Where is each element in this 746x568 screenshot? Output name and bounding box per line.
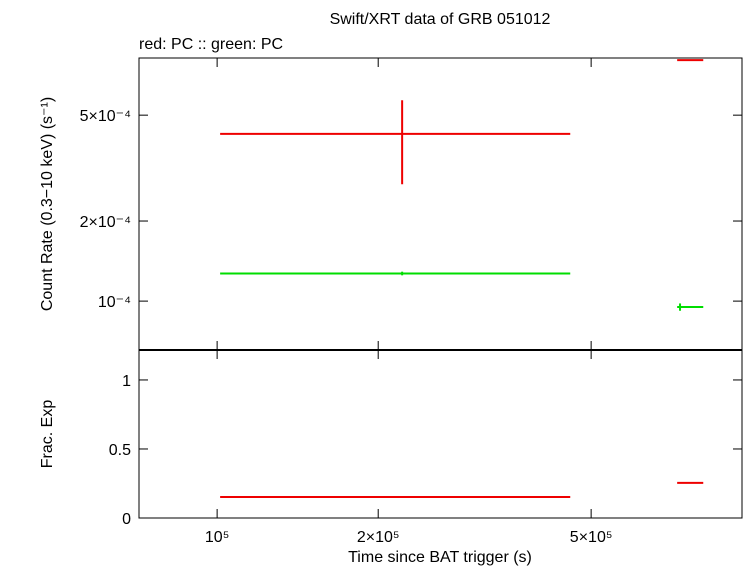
- y-axis-label: Count Rate (0.3−10 keV) (s⁻¹): [39, 97, 56, 311]
- chart-subtitle: red: PC :: green: PC: [139, 36, 283, 53]
- y-tick-label: 2×10⁻⁴: [80, 214, 131, 231]
- y-tick-label: 0: [122, 511, 131, 528]
- x-tick-label: 2×10⁵: [357, 529, 400, 546]
- y-tick-label: 5×10⁻⁴: [80, 108, 131, 125]
- y-tick-label: 10⁻⁴: [98, 294, 131, 311]
- bottom-frame: [138, 349, 743, 519]
- x-tick-label: 10⁵: [205, 529, 229, 546]
- top-frame: [138, 57, 743, 351]
- x-axis-label: Time since BAT trigger (s): [348, 549, 532, 566]
- y-tick-label: 1: [122, 373, 131, 390]
- chart-title: Swift/XRT data of GRB 051012: [330, 11, 551, 28]
- y-tick-label: 0.5: [109, 442, 131, 459]
- x-tick-label: 5×10⁵: [570, 529, 613, 546]
- y-axis-label: Frac. Exp: [39, 400, 56, 469]
